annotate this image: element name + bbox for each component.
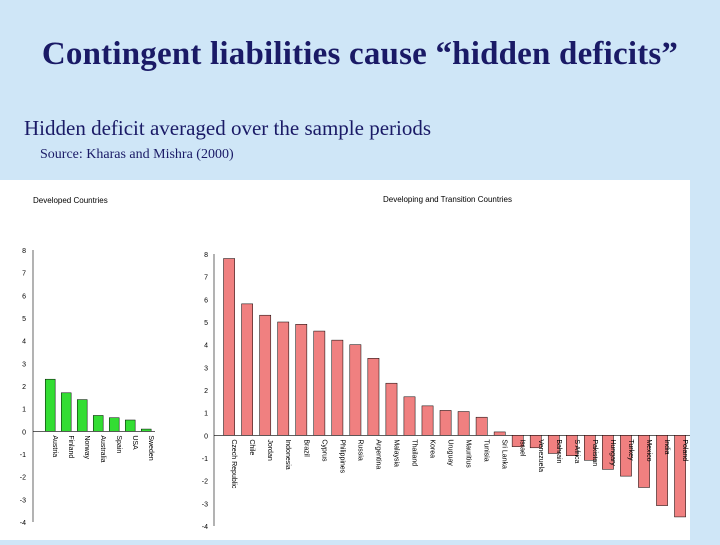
developed-y-tick-label: 6: [22, 293, 26, 300]
developing-bar: [457, 411, 470, 436]
developing-category-label: Poland: [681, 439, 688, 461]
developed-y-tick-label: 0: [22, 429, 26, 436]
developing-bar: [349, 344, 362, 436]
developing-category-label: Mauritius: [465, 439, 472, 468]
developing-category-label: Czech Republic: [230, 439, 237, 489]
developing-bar: [439, 410, 452, 436]
developing-bar: [493, 431, 506, 436]
developed-bar: [140, 428, 152, 432]
developed-y-tick-label: -4: [20, 520, 26, 527]
developing-chart-title: Developing and Transition Countries: [383, 195, 512, 204]
developing-bar: [295, 324, 308, 436]
developing-bar: [259, 314, 272, 436]
developing-category-label: Tunisia: [483, 439, 490, 461]
developing-category-label: Bahrain: [555, 439, 562, 463]
developing-y-tick-label: 7: [204, 275, 208, 282]
developing-category-label: Argentina: [374, 439, 381, 469]
developing-y-tick-label: 8: [204, 252, 208, 259]
developing-bar: [547, 435, 560, 454]
developing-category-label: Cyprus: [320, 439, 327, 462]
developing-bar: [602, 435, 614, 470]
developed-y-tick-label: 1: [22, 407, 26, 414]
developing-category-label: Venezuela: [537, 439, 544, 472]
developing-bar: [367, 358, 380, 436]
developed-category-label: Australia: [99, 435, 106, 462]
developed-y-tick-label: -1: [20, 452, 26, 459]
slide-subtitle: Hidden deficit averaged over the sample …: [24, 116, 432, 140]
developing-bar: [566, 435, 578, 456]
developed-y-tick-label: 7: [22, 271, 26, 278]
developed-y-tick-label: 8: [22, 248, 26, 255]
developed-bar: [92, 415, 104, 432]
developed-bar: [76, 399, 88, 432]
developed-bar: [44, 378, 56, 432]
developed-category-label: Norway: [83, 435, 90, 459]
developing-category-label: Turkey: [627, 439, 634, 461]
developed-category-label: Spain: [115, 435, 122, 453]
developed-category-label: Austria: [51, 435, 58, 457]
developed-y-tick-label: -2: [20, 475, 26, 482]
developed-category-label: Finland: [67, 435, 74, 458]
chart-canvas: Developed Countries Developing and Trans…: [20, 195, 690, 531]
developing-y-tick-label: 3: [204, 365, 208, 372]
developing-y-tick-label: -3: [202, 501, 208, 508]
slide-title: Contingent liabilities cause “hidden def…: [41, 36, 679, 72]
developing-bar: [277, 321, 290, 436]
developed-y-tick-label: 4: [22, 339, 26, 346]
developing-bar: [584, 435, 596, 461]
source-note: Source: Kharas and Mishra (2000): [40, 147, 234, 162]
developing-bar: [241, 303, 253, 436]
developing-bar: [313, 330, 326, 436]
developing-bar: [421, 405, 434, 436]
developing-bar: [529, 435, 542, 449]
developing-y-tick-label: 2: [204, 388, 208, 395]
developing-bar: [475, 416, 488, 436]
developing-category-label: Russia: [356, 439, 363, 461]
developing-category-label: Hungary: [609, 439, 616, 466]
developing-category-label: Jordan: [266, 439, 273, 461]
developing-bar: [331, 339, 344, 436]
developing-category-label: S Africa: [573, 439, 580, 463]
developing-category-label: Thailand: [411, 439, 418, 466]
developing-bar: [656, 435, 668, 506]
developing-bar: [223, 258, 235, 436]
developed-y-tick-label: 3: [22, 361, 26, 368]
developed-bar: [108, 417, 120, 432]
developing-bar: [403, 396, 416, 436]
developing-category-label: Mexico: [645, 439, 652, 461]
developing-y-tick-label: 5: [204, 320, 208, 327]
developing-category-label: India: [663, 439, 670, 454]
developing-bar: [385, 382, 398, 436]
chart-panel: Developed Countries Developing and Trans…: [0, 180, 690, 540]
developing-y-tick-label: -2: [202, 479, 208, 486]
developing-category-label: Uruguay: [447, 439, 454, 466]
developed-chart-title: Developed Countries: [33, 196, 108, 205]
developing-y-tick-label: 1: [204, 411, 208, 418]
developing-category-label: Malaysia: [392, 439, 399, 467]
developing-y-tick-label: -4: [202, 524, 208, 531]
developed-bar: [60, 392, 72, 432]
developed-bar: [124, 419, 136, 432]
developing-category-label: Indonesia: [284, 439, 291, 469]
developed-category-label: Sweden: [147, 435, 154, 460]
developing-category-label: Israel: [519, 439, 526, 457]
developing-category-label: Korea: [429, 439, 436, 458]
developing-category-label: Brazil: [302, 439, 309, 457]
developing-y-tick-label: 6: [204, 297, 208, 304]
developing-bar: [638, 435, 650, 488]
developing-y-tick-label: 0: [204, 433, 208, 440]
developed-y-tick-label: -3: [20, 497, 26, 504]
developing-category-label: Sri Lanka: [501, 439, 508, 469]
developing-y-tick-label: 4: [204, 343, 208, 350]
developed-category-label: USA: [131, 435, 138, 450]
developing-bar: [620, 435, 632, 477]
developed-y-tick-label: 5: [22, 316, 26, 323]
developing-y-tick-label: -1: [202, 456, 208, 463]
developing-category-label: Pakistan: [591, 439, 598, 466]
developed-y-tick-label: 2: [22, 384, 26, 391]
developing-bar: [674, 435, 686, 518]
developing-category-label: Philippines: [338, 439, 345, 473]
developing-bar: [511, 435, 524, 447]
developing-category-label: Chile: [248, 439, 255, 455]
